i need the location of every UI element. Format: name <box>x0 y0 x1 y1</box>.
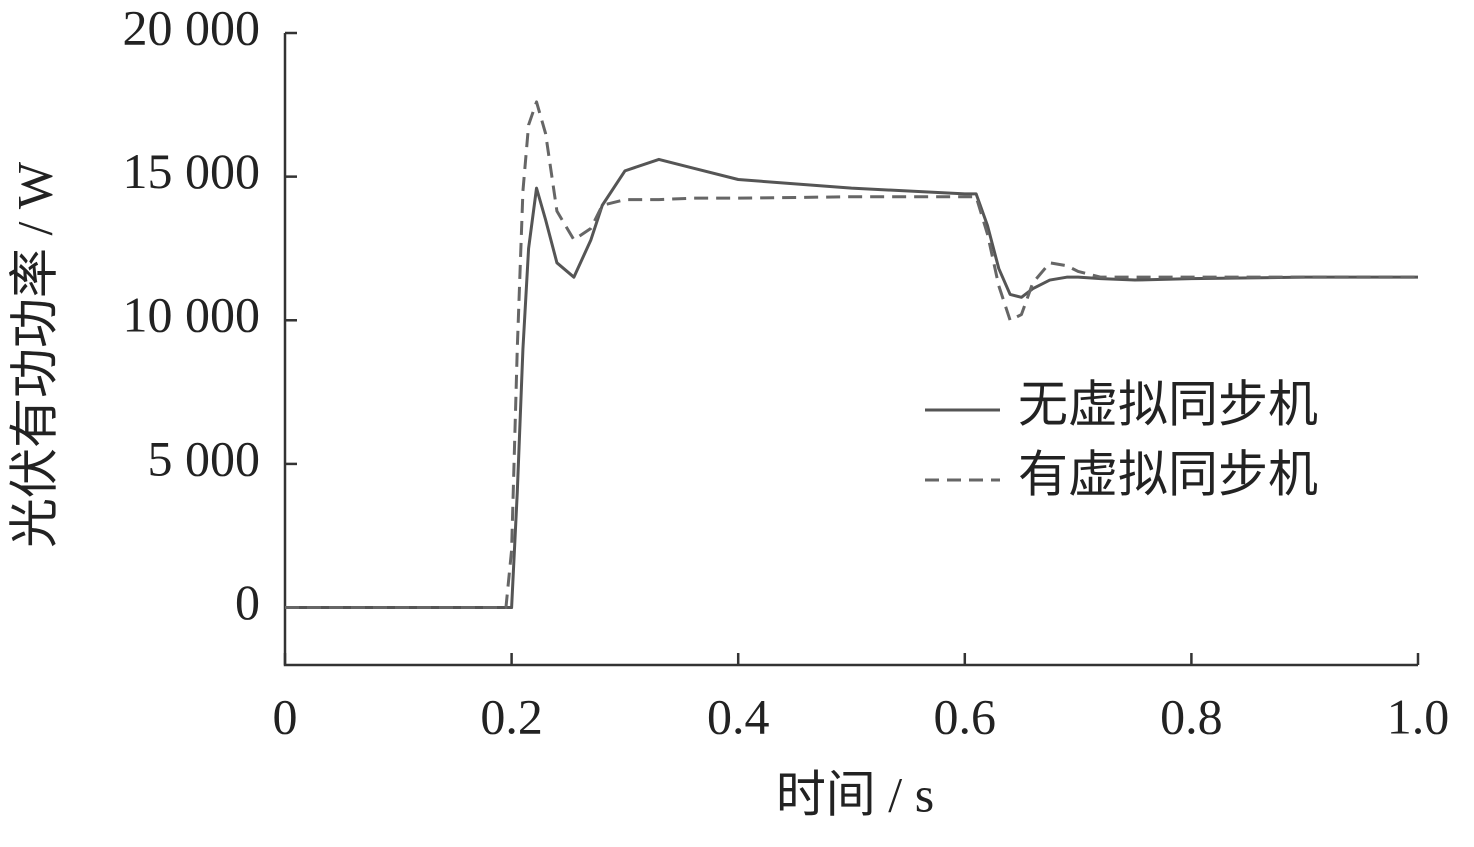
y-tick-label: 10 000 <box>123 287 261 343</box>
y-tick-label: 5 000 <box>148 430 261 486</box>
y-tick-label: 20 000 <box>123 0 261 55</box>
legend-label: 有虚拟同步机 <box>1018 446 1318 502</box>
x-tick-label: 0.2 <box>480 688 543 744</box>
x-axis-label: 时间 / s <box>776 766 934 822</box>
x-tick-label: 0.6 <box>934 688 997 744</box>
x-tick-label: 1.0 <box>1387 688 1450 744</box>
axes <box>283 33 1418 667</box>
x-tick-label: 0.4 <box>707 688 770 744</box>
y-tick-label: 15 000 <box>123 143 261 199</box>
series-line <box>285 100 1418 610</box>
series-line <box>285 157 1418 610</box>
x-tick-label: 0 <box>273 688 298 744</box>
x-tick-label: 0.8 <box>1160 688 1223 744</box>
y-tick-label: 0 <box>235 574 260 630</box>
y-axis-label: 光伏有功功率 / W <box>6 161 62 548</box>
legend-label: 无虚拟同步机 <box>1018 376 1318 432</box>
